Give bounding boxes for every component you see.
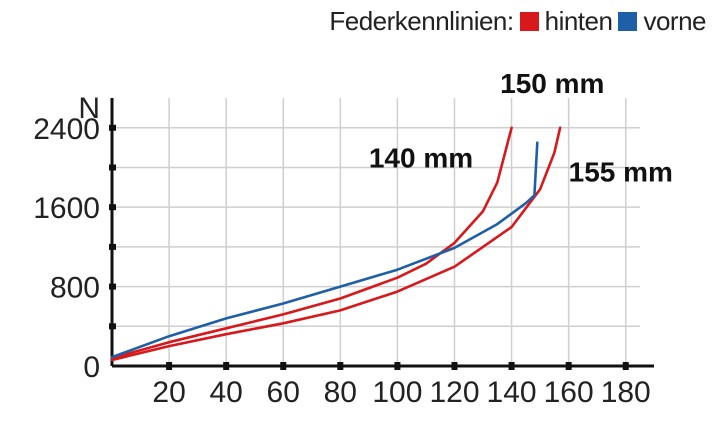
curve-label-1: 140 mm [369, 142, 473, 173]
chart-legend: Federkennlinien: hinten vorne [329, 6, 706, 37]
x-tick-mark-140 [508, 362, 515, 370]
y-tick-mark-2400 [109, 124, 116, 131]
x-tick-mark-120 [451, 362, 458, 370]
y-tick-mark-800 [109, 283, 116, 290]
x-tick-mark-40 [223, 362, 230, 370]
legend-swatch-hinten [519, 12, 539, 31]
y-tick-label-800: 800 [50, 272, 100, 305]
y-tick-mark-2000 [109, 164, 116, 171]
x-tick-mark-60 [280, 362, 287, 370]
y-axis-label: N [78, 92, 100, 125]
y-tick-mark-400 [109, 323, 116, 330]
legend-label-vorne: vorne [643, 6, 706, 36]
y-tick-label-0: 0 [83, 351, 100, 384]
x-tick-label-20: 20 [152, 376, 185, 409]
y-tick-label-1600: 1600 [33, 192, 100, 225]
series-line-hinten-0 [110, 126, 513, 360]
legend-swatch-vorne [618, 12, 638, 31]
x-tick-label-40: 40 [209, 376, 242, 409]
x-tick-mark-80 [337, 362, 344, 370]
x-tick-label-180: 180 [601, 376, 651, 409]
x-tick-label-120: 120 [429, 376, 479, 409]
y-tick-mark-1600 [109, 204, 116, 211]
legend-label-hinten: hinten [544, 6, 613, 36]
x-tick-label-80: 80 [324, 376, 357, 409]
x-tick-label-100: 100 [372, 376, 422, 409]
legend-title: Federkennlinien: [329, 6, 514, 36]
x-tick-label-160: 160 [544, 376, 594, 409]
x-tick-mark-20 [166, 362, 173, 370]
x-tick-mark-180 [622, 362, 629, 370]
y-tick-mark-1200 [109, 243, 116, 250]
series-line-hinten-1 [110, 126, 562, 362]
x-tick-mark-160 [565, 362, 572, 370]
x-tick-label-140: 140 [487, 376, 537, 409]
x-tick-mark-100 [394, 362, 401, 370]
curve-label-2: 155 mm [569, 156, 673, 187]
curve-label-0: 150 mm [500, 68, 604, 99]
series-line-vorne-2 [110, 141, 539, 359]
y-tick-label-2400: 2400 [33, 113, 100, 146]
x-tick-label-60: 60 [267, 376, 300, 409]
